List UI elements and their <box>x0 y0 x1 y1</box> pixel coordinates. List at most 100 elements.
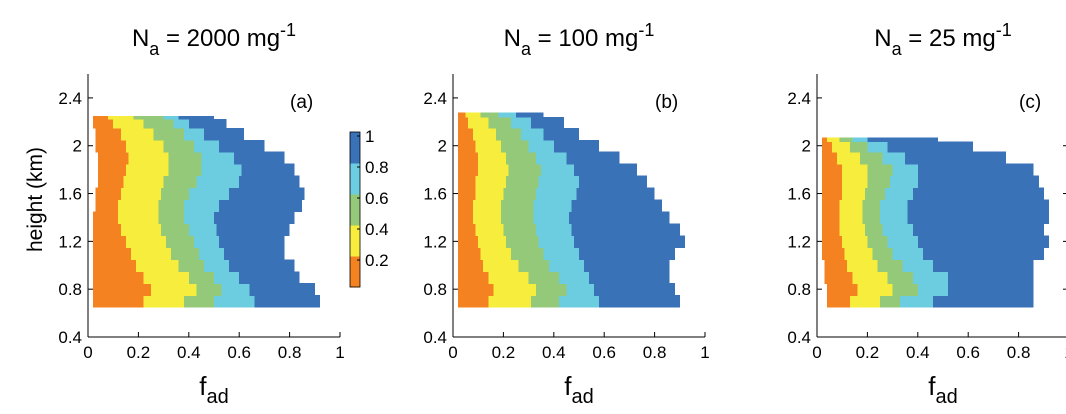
panel-b: 0 0.2 0.4 0.6 0.8 1 0.4 0.8 1.2 1.6 2 2.4 (b) Na = 10… <box>423 20 709 408</box>
heatmap-cell <box>508 163 542 177</box>
heatmap-cell <box>584 259 670 272</box>
heatmap-cell <box>885 187 913 201</box>
heatmap-cell <box>867 141 888 153</box>
heatmap-cell <box>93 211 119 225</box>
heatmap-cell <box>900 295 933 308</box>
heatmap-cell <box>95 139 126 153</box>
heatmap-cell <box>183 199 220 213</box>
heatmap-cell <box>128 151 169 165</box>
y-tick-label: 2.4 <box>423 89 447 108</box>
colorbar-tick-label: 0.4 <box>365 220 389 239</box>
heatmap-cell <box>849 141 868 153</box>
heatmap-cell <box>478 151 506 165</box>
heatmap-cell <box>516 112 544 118</box>
heatmap-cell <box>864 223 883 236</box>
heatmap-cell <box>822 199 840 213</box>
heatmap-cell <box>458 223 476 236</box>
heatmap-cell <box>566 283 595 296</box>
heatmap-cell <box>599 295 680 308</box>
y-tick-label: 2 <box>802 137 811 156</box>
heatmap-cell <box>594 283 675 296</box>
x-tick-label: 0 <box>448 343 457 362</box>
panel-a: 0 0.2 0.4 0.6 0.8 1 0.4 0.8 1.2 1.6 2 2.4 (a) Na = 20… <box>24 20 345 408</box>
heatmap-cell <box>168 151 202 165</box>
y-tick-label: 1.2 <box>423 232 447 251</box>
y-tick-label: 1.2 <box>58 232 82 251</box>
colorbar-tick-label: 1 <box>365 127 374 146</box>
heatmap-cell <box>125 163 169 177</box>
heatmap-cell <box>536 187 577 201</box>
heatmap-cell <box>475 139 501 153</box>
heatmap-cell <box>183 295 214 308</box>
heatmap-cell <box>161 223 189 236</box>
panel-title: Na = 2000 mg-1 <box>132 20 296 59</box>
colorbar-segment <box>350 163 360 195</box>
heatmap-cell <box>143 295 184 308</box>
heatmap-cell <box>214 271 240 284</box>
heatmap-cell <box>880 295 901 308</box>
x-tick-label: 0.4 <box>906 343 930 362</box>
heatmap-cell <box>824 271 853 284</box>
heatmap-cell <box>571 223 680 236</box>
x-tick-label: 0.6 <box>592 343 616 362</box>
heatmap-cell <box>837 151 860 165</box>
heatmap-cell <box>183 127 204 141</box>
heatmap-cell <box>130 247 172 260</box>
heatmap-cell <box>872 247 893 260</box>
heatmap-cell <box>824 259 848 272</box>
heatmap-cell <box>495 127 522 141</box>
heatmap-cell <box>458 187 476 201</box>
heatmap-cell <box>120 223 162 236</box>
y-tick-label: 1.6 <box>58 185 82 204</box>
heatmap-cell <box>867 137 938 143</box>
heatmap-cell <box>882 223 913 236</box>
heatmap-cell <box>579 175 648 189</box>
heatmap-cell <box>241 163 295 177</box>
heatmap-cell <box>890 175 918 189</box>
heatmap-cell <box>95 127 121 141</box>
heatmap-cell <box>531 117 564 129</box>
heatmap-cell <box>478 235 506 248</box>
heatmap-cell <box>188 118 227 129</box>
heatmap-cell <box>827 137 840 143</box>
heatmap-cell <box>239 175 300 189</box>
heatmap-cell <box>93 247 131 260</box>
heatmap-cell <box>95 199 119 213</box>
heatmap-cell <box>839 199 863 213</box>
heatmap-cell <box>93 259 136 272</box>
heatmap-cell <box>538 175 579 189</box>
heatmap-cell <box>892 163 918 177</box>
x-tick-label: 0 <box>812 343 821 362</box>
heatmap-cell <box>867 163 893 177</box>
y-tick-label: 0.4 <box>787 328 811 347</box>
heatmap-cell <box>475 175 506 189</box>
y-tick-label: 2 <box>73 137 82 156</box>
heatmap-cell <box>558 271 590 284</box>
panel-label: (a) <box>290 92 313 113</box>
heatmap-cell <box>573 163 637 177</box>
y-tick-label: 1.2 <box>787 232 811 251</box>
heatmap-cell <box>214 295 255 308</box>
heatmap-cell <box>528 271 559 284</box>
heatmap-cell <box>543 247 579 260</box>
heatmap-cell <box>93 271 144 284</box>
heatmap-cell <box>219 199 303 213</box>
heatmap-cell <box>239 271 300 284</box>
heatmap-cell <box>839 137 853 143</box>
heatmap-cell <box>912 223 1044 236</box>
heatmap-cell <box>188 271 214 284</box>
heatmap-cell <box>465 112 481 118</box>
heatmap-cell <box>178 259 204 272</box>
heatmap-cell <box>458 175 476 189</box>
heatmap-cell <box>503 187 537 201</box>
heatmap-cell <box>907 199 1049 213</box>
heatmap-cell <box>125 235 167 248</box>
x-axis-label: fad <box>564 371 593 408</box>
heatmap-cell <box>473 127 496 141</box>
heatmap-cell <box>905 151 1006 165</box>
heatmap-cell <box>95 187 121 201</box>
heatmap-cell <box>822 223 840 236</box>
heatmap-cell <box>458 247 481 260</box>
heatmap-cell <box>867 235 888 248</box>
heatmap-cell <box>458 139 476 153</box>
